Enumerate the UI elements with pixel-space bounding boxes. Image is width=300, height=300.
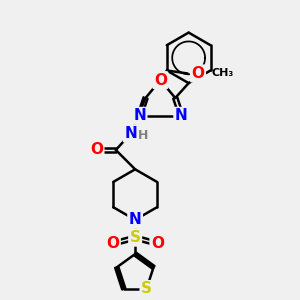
Text: S: S — [141, 281, 152, 296]
Text: O: O — [106, 236, 119, 251]
Text: CH₃: CH₃ — [211, 68, 234, 79]
Text: O: O — [90, 142, 103, 158]
Text: N: N — [124, 126, 137, 141]
Text: O: O — [154, 73, 167, 88]
Text: S: S — [130, 230, 141, 245]
Text: O: O — [191, 66, 205, 81]
Text: N: N — [133, 108, 146, 123]
Text: O: O — [151, 236, 164, 251]
Text: H: H — [138, 129, 148, 142]
Text: N: N — [175, 108, 188, 123]
Text: N: N — [129, 212, 142, 227]
